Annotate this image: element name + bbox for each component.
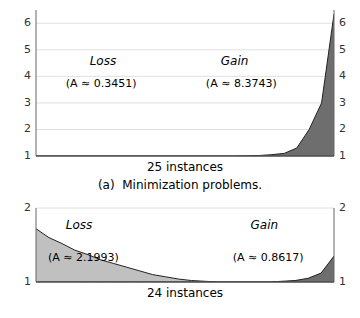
x-axis [36,282,334,283]
chart: 1 1 2 2 24 instances Loss (A ≈ 2.1993) Gain (A ≈… [24,201,346,300]
y-tick-label: 2 [24,201,31,214]
y-tick-label: 1 [24,275,31,288]
annotation: Gain [251,218,279,232]
y-tick-label: 1 [339,149,346,162]
annotation: (A ≈ 0.3451) [66,77,137,90]
y-tick-label: 2 [24,122,31,135]
y-tick-label: 4 [339,69,346,82]
x-label: 25 instances [147,160,223,174]
baseline [36,156,334,157]
y-tick-label: 4 [24,69,31,82]
area-line [36,14,334,156]
grid-line [36,23,334,24]
y-tick-label: 3 [339,96,346,109]
y-axis-left [36,208,37,282]
area [36,229,334,282]
area [36,14,334,156]
y-tick-label: 6 [339,16,346,29]
figure: 1 1 2 2 3 3 4 4 5 5 6 6 25 instances (a) Minimization… [0,0,360,318]
plot-area [36,229,334,282]
grid-line [36,282,334,283]
y-tick-label: 5 [339,43,346,56]
caption: (a) Minimization problems. [98,178,262,192]
plot-area [36,14,334,156]
annotation: Loss [90,54,117,68]
annotation: (A ≈ 2.1993) [48,251,119,264]
annotation: (A ≈ 0.8617) [233,251,304,264]
annotation: Gain [221,54,249,68]
baseline [36,282,334,283]
y-tick-label: 2 [339,122,346,135]
area-line [36,229,334,282]
y-tick-label: 5 [24,43,31,56]
y-tick-label: 1 [339,275,346,288]
grid-line [36,49,334,50]
annotation: Loss [66,218,93,232]
grid-line [36,129,334,130]
grid-line [36,208,334,209]
y-axis-right [334,10,335,156]
y-tick-label: 6 [24,16,31,29]
annotation: (A ≈ 8.3743) [206,77,277,90]
chart: 1 1 2 2 3 3 4 4 5 5 6 6 25 instances (a) Minimization… [24,10,346,192]
y-tick-label: 1 [24,149,31,162]
x-axis [36,156,334,157]
y-axis-left [36,10,37,156]
y-tick-label: 2 [339,201,346,214]
x-label: 24 instances [147,286,223,300]
grid-line [36,156,334,157]
grid-line [36,102,334,103]
y-tick-label: 3 [24,96,31,109]
y-axis-right [334,208,335,282]
